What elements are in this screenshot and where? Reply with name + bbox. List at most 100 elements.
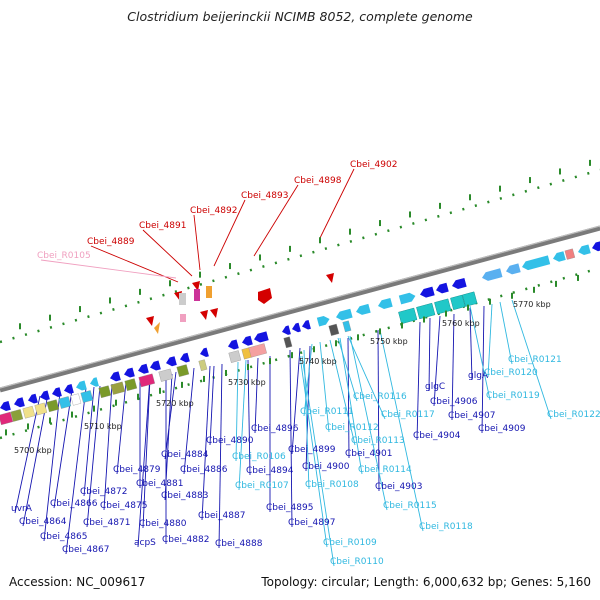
gene-label: Cbei_4867 [62, 545, 109, 555]
highlighted-gene-mark [258, 288, 272, 304]
callout-line [329, 339, 356, 446]
callout-line [22, 393, 49, 527]
gene-feature [356, 303, 371, 315]
gene-feature [179, 293, 186, 305]
gene-label: Cbei_4904 [413, 431, 461, 441]
callout-line [213, 199, 246, 267]
gene-label: Cbei_4864 [19, 517, 67, 527]
callout-line [481, 305, 485, 434]
gene-feature [522, 255, 551, 271]
gene-label: Cbei_R0106 [232, 452, 286, 462]
gene-feature [228, 339, 239, 350]
gene-feature [90, 377, 99, 387]
kbp-tick-label: 5720 kbp [156, 399, 194, 408]
callout-line [253, 184, 299, 257]
kbp-tick-labels: 5700 kbp 5710 kbp 5720 kbp 5730 kbp 5740 kbp… [14, 300, 551, 455]
callout-line [201, 365, 211, 521]
highlighted-gene-mark [210, 308, 218, 318]
gene-label: Cbei_R0107 [235, 481, 289, 491]
gene-feature [578, 244, 591, 255]
gene-label: Cbei_4896 [251, 424, 299, 434]
gene-feature [434, 298, 452, 315]
callout-line [103, 383, 113, 511]
accession-text: Accession: NC_009617 [9, 575, 146, 589]
callout-line [142, 377, 151, 529]
gene-feature [22, 405, 36, 419]
gene-label: Cbei_R0112 [325, 423, 379, 433]
gene-feature [254, 331, 269, 343]
map-title: Clostridium beijerinckii NCIMB 8052, com… [127, 9, 473, 24]
kbp-tick-label: 5700 kbp [14, 446, 52, 455]
callout-lines [14, 168, 552, 567]
gene-feature [198, 359, 208, 372]
gene-feature [150, 360, 161, 371]
callout-line [137, 375, 151, 548]
gene-feature [292, 322, 301, 333]
gene-label: Cbei_4893 [241, 191, 288, 201]
gene-feature [450, 294, 466, 310]
gene-feature [283, 336, 293, 349]
gene-label: Cbei_4901 [345, 449, 392, 459]
gene-label: Cbei_R0114 [358, 465, 412, 475]
gene-label: Cbei_4879 [113, 465, 161, 475]
callout-line [319, 168, 355, 239]
gene-label: Cbei_4890 [206, 436, 254, 446]
gene-feature [154, 322, 160, 334]
gene-feature [242, 335, 253, 346]
gene-label: Cbei_4886 [180, 465, 228, 475]
gene-feature [462, 291, 478, 307]
callout-line [303, 343, 313, 417]
kbp-tick-label: 5740 kbp [299, 357, 337, 366]
gene-feature [46, 399, 60, 413]
gene-label: Cbei_4882 [162, 535, 209, 545]
callout-line [428, 317, 431, 392]
gene-feature [124, 378, 138, 391]
callout-line [14, 395, 41, 514]
callout-line [209, 365, 215, 446]
gene-label: Cbei_4892 [190, 206, 237, 216]
gene-label: Cbei_4903 [375, 482, 422, 492]
gene-label: Cbei_4865 [40, 532, 87, 542]
gene-label: Cbei_4899 [288, 445, 336, 455]
gene-label: Cbei_4866 [50, 499, 98, 509]
gene-label: Cbei_4889 [87, 237, 135, 247]
gene-feature [592, 241, 600, 252]
gene-label: Cbei_4871 [83, 518, 130, 528]
gene-feature [124, 367, 135, 378]
gene-feature [194, 289, 200, 301]
gene-feature [328, 323, 340, 336]
gene-label: Cbei_4880 [139, 519, 187, 529]
outer-dotted-ruler [0, 168, 600, 344]
callout-line [469, 307, 473, 381]
highlighted-gene-mark [146, 316, 154, 326]
gene-label: Cbei_R0118 [419, 522, 473, 532]
gene-feature [10, 409, 24, 422]
gene-label: Cbei_R0117 [381, 410, 435, 420]
gene-feature [40, 390, 50, 401]
callout-line [469, 305, 491, 401]
gene-feature [180, 314, 186, 322]
callout-line [238, 359, 247, 491]
gene-feature [420, 286, 435, 298]
gene-label: Cbei_4897 [288, 518, 335, 528]
gene-feature [452, 277, 467, 290]
kbp-tick-label: 5770 kbp [513, 300, 551, 309]
gene-feature [316, 315, 330, 327]
gene-label: Cbei_R0105 [37, 251, 91, 261]
callout-line [291, 347, 301, 455]
callout-line [499, 301, 513, 365]
gene-label: Cbei_R0113 [351, 436, 405, 446]
gene-label: glgA [468, 371, 489, 381]
callout-line [247, 359, 251, 476]
gene-label: Cbei_R0116 [353, 392, 407, 402]
gene-label: Cbei_4881 [136, 479, 183, 489]
gene-feature [553, 251, 566, 262]
gene-label: Cbei_4875 [100, 501, 147, 511]
gene-feature [64, 384, 74, 394]
gene-feature [52, 387, 62, 398]
callout-line [116, 381, 127, 475]
gene-label: Cbei_4895 [266, 503, 313, 513]
callout-line [40, 259, 177, 279]
gene-feature [282, 325, 291, 335]
